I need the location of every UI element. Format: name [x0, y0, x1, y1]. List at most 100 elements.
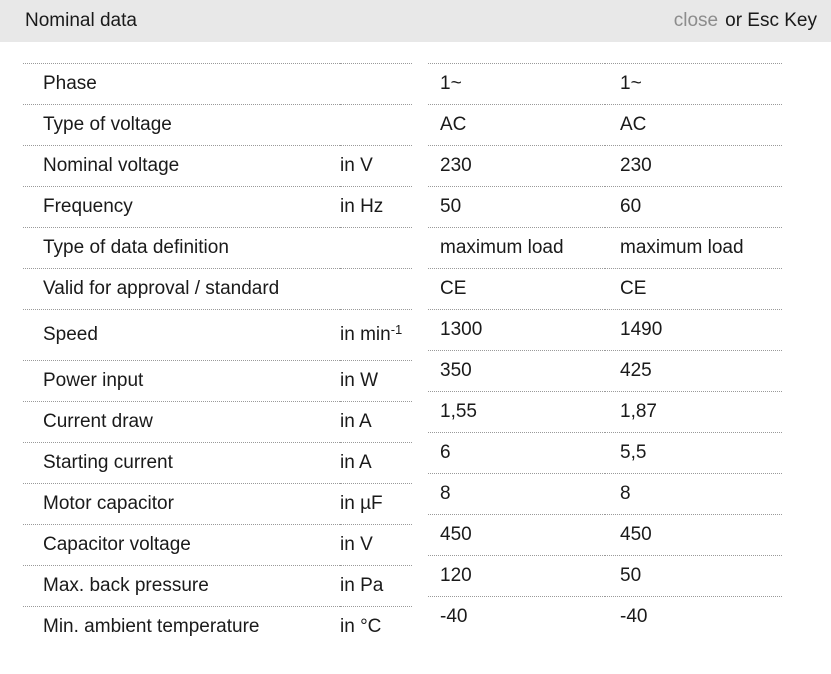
row-value-1: 1,55 [440, 401, 477, 422]
spec-table-area: Phase Type of voltage Nominal voltage in V F… [0, 42, 831, 648]
row-label: Max. back pressure [43, 575, 209, 596]
row-value-1: AC [440, 114, 467, 135]
table-row-label: Type of data definition [23, 227, 412, 269]
row-value-2: 60 [620, 196, 642, 217]
row-label: Frequency [43, 196, 133, 217]
row-unit [340, 228, 412, 269]
table-row-label: Valid for approval / standard [23, 268, 412, 310]
row-unit [340, 105, 412, 146]
row-unit-text: in V [340, 534, 373, 555]
table-row-values: 350 425 [428, 350, 782, 392]
table-row-values: 50 60 [428, 186, 782, 228]
table-row-label: Frequency in Hz [23, 186, 412, 228]
table-row-values: 1,55 1,87 [428, 391, 782, 433]
table-row-label: Starting current in A [23, 442, 412, 484]
row-unit: in V [340, 146, 412, 187]
table-row-label: Current draw in A [23, 401, 412, 443]
row-unit: in min-1 [340, 310, 412, 361]
row-value-1: 6 [440, 442, 451, 463]
row-unit: in W [340, 361, 412, 402]
modal-header: Nominal data close or Esc Key [0, 0, 831, 42]
row-unit-text: in min [340, 324, 391, 345]
row-value-1: 1300 [440, 319, 483, 340]
row-unit-text: in V [340, 155, 373, 176]
table-row-values: 450 450 [428, 514, 782, 556]
row-unit: in A [340, 443, 412, 484]
row-value-1: 450 [440, 524, 472, 545]
row-value-2: 1~ [620, 73, 642, 94]
row-value-1: CE [440, 278, 467, 299]
row-value-2: 5,5 [620, 442, 647, 463]
table-row-label: Phase [23, 63, 412, 105]
table-row-label: Min. ambient temperature in °C [23, 606, 412, 648]
row-unit: in µF [340, 484, 412, 525]
row-label: Nominal voltage [43, 155, 180, 176]
row-unit: in V [340, 525, 412, 566]
table-row-values: maximum load maximum load [428, 227, 782, 269]
row-unit: in °C [340, 607, 412, 648]
table-row-label: Nominal voltage in V [23, 145, 412, 187]
row-unit-text: in W [340, 370, 378, 391]
row-label: Speed [43, 324, 98, 345]
table-row-values: CE CE [428, 268, 782, 310]
row-value-2: AC [620, 114, 647, 135]
row-value-1: 1~ [440, 73, 462, 94]
table-row-values: 6 5,5 [428, 432, 782, 474]
values-table: 1~ 1~ AC AC 230 230 50 60 maximum load maximum lo… [428, 63, 782, 638]
row-label: Phase [43, 73, 97, 94]
esc-key-hint: or Esc Key [725, 10, 817, 31]
close-button[interactable]: close [673, 10, 719, 31]
row-value-2: maximum load [620, 237, 744, 258]
row-value-1: 50 [440, 196, 462, 217]
table-row-values: 230 230 [428, 145, 782, 187]
row-value-2: 1490 [620, 319, 663, 340]
row-value-1: 230 [440, 155, 472, 176]
row-unit: in Pa [340, 566, 412, 607]
row-unit: in A [340, 402, 412, 443]
row-unit-superscript: -1 [390, 322, 403, 337]
table-row-values: 1~ 1~ [428, 63, 782, 105]
row-unit-text: in A [340, 452, 372, 473]
row-unit: in Hz [340, 187, 412, 228]
row-value-2: -40 [620, 606, 648, 628]
row-label: Starting current [43, 452, 173, 473]
row-label: Capacitor voltage [43, 534, 191, 555]
table-row-values: -40 -40 [428, 596, 782, 638]
row-unit-text: in µF [340, 493, 383, 514]
table-row-label: Max. back pressure in Pa [23, 565, 412, 607]
row-label: Valid for approval / standard [43, 278, 280, 299]
row-value-1: 8 [440, 483, 451, 504]
table-row-label: Capacitor voltage in V [23, 524, 412, 566]
row-value-2: 8 [620, 483, 631, 504]
row-value-2: 1,87 [620, 401, 657, 422]
values-table-body: 1~ 1~ AC AC 230 230 50 60 maximum load maximum lo… [428, 63, 782, 638]
table-row-values: 1300 1490 [428, 309, 782, 351]
row-value-2: 450 [620, 524, 652, 545]
table-row-values: AC AC [428, 104, 782, 146]
label-unit-table: Phase Type of voltage Nominal voltage in V F… [23, 63, 412, 648]
row-value-1: 350 [440, 360, 472, 381]
row-label: Type of data definition [43, 237, 229, 258]
row-value-1: maximum load [440, 237, 564, 258]
row-value-1: 120 [440, 565, 472, 586]
row-unit [340, 269, 412, 310]
table-row-label: Power input in W [23, 360, 412, 402]
table-row-values: 120 50 [428, 555, 782, 597]
row-value-2: 425 [620, 360, 652, 381]
row-label: Motor capacitor [43, 493, 174, 514]
table-row-label: Motor capacitor in µF [23, 483, 412, 525]
row-label: Min. ambient temperature [43, 616, 260, 638]
table-row-label: Type of voltage [23, 104, 412, 146]
row-value-2: 230 [620, 155, 652, 176]
row-label: Current draw [43, 411, 153, 432]
table-row-label: Speed in min-1 [23, 309, 412, 361]
row-unit-text: in Hz [340, 196, 384, 217]
modal-title: Nominal data [25, 10, 137, 31]
row-value-1: -40 [440, 606, 468, 628]
row-unit-text: in Pa [340, 575, 384, 596]
row-unit [340, 64, 412, 105]
close-area: close or Esc Key [674, 10, 817, 32]
label-unit-table-body: Phase Type of voltage Nominal voltage in V F… [23, 63, 412, 648]
row-unit-text: in °C [340, 616, 382, 638]
